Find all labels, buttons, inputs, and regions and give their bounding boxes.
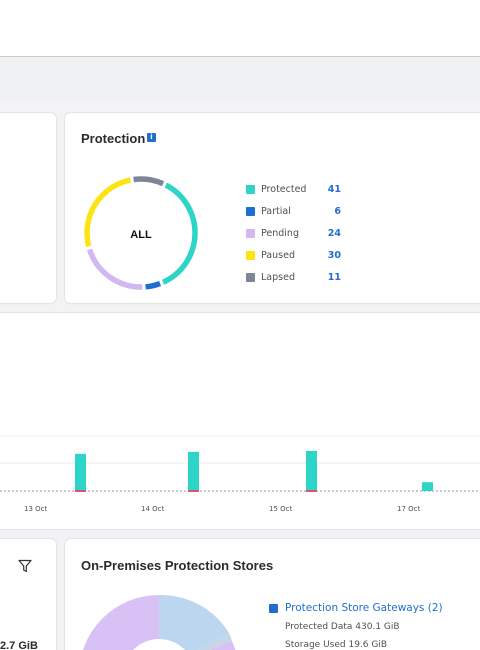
legend-label: Paused [261,250,295,261]
donut-segment-protected[interactable] [161,182,198,285]
legend-swatch [246,185,255,194]
activity-bar-chart[interactable]: 13 Oct 14 Oct 15 Oct 17 Oct [0,433,480,523]
activity-chart-card: 13 Oct 14 Oct 15 Oct 17 Oct [0,313,480,529]
legend-swatch [246,251,255,260]
legend-value[interactable]: 41 [327,184,341,195]
legend-value[interactable]: 6 [334,206,341,217]
storage-used-text: Storage Used 19.6 GiB [285,640,388,650]
bar-15-oct[interactable] [306,450,317,491]
protection-store-gateways-link[interactable]: Protection Store Gateways (2) [285,602,443,614]
donut-segment-paused[interactable] [84,177,132,247]
protected-data-text: Protected Data 430.1 GiB [285,622,400,632]
donut-segments [84,176,198,290]
donut-center-label: ALL [130,229,152,241]
onprem-title: On-Premises Protection Stores [81,558,274,573]
protection-legend: Protected 41 Partial 6 Pending 24 Paused… [246,183,356,293]
left-summary-card [0,113,56,303]
donut-slice-storage[interactable] [159,595,229,650]
donut-segment-partial[interactable] [145,280,162,290]
legend-label: Partial [261,206,291,217]
donut-segment-lapsed[interactable] [133,176,165,187]
legend-item-lapsed[interactable]: Lapsed 11 [246,271,356,293]
bar-13-oct[interactable] [75,453,86,491]
legend-label: Lapsed [261,272,295,283]
bar-14-oct[interactable] [188,451,199,491]
legend-swatch [246,229,255,238]
protection-card: Protection i ALL Protected 41 Partial 6 … [65,113,480,303]
protection-donut-chart[interactable]: ALL [79,171,203,295]
donut-segment-pending[interactable] [86,248,143,290]
x-tick-label: 17 Oct [397,505,420,513]
filter-icon[interactable] [18,559,32,573]
legend-value[interactable]: 11 [327,272,341,283]
bar-secondary-14-oct[interactable] [188,490,199,492]
legend-swatch [269,604,278,613]
bar-17-oct[interactable] [422,482,433,491]
x-tick-label: 15 Oct [269,505,292,513]
bar-secondary-15-oct[interactable] [306,490,317,492]
x-tick-label: 13 Oct [24,505,47,513]
on-premises-stores-card: On-Premises Protection Stores Protection… [65,539,480,650]
legend-item-paused[interactable]: Paused 30 [246,249,356,271]
info-icon[interactable]: i [147,133,156,142]
legend-item-partial[interactable]: Partial 6 [246,205,356,227]
legend-swatch [246,273,255,282]
bar-secondary-13-oct[interactable] [75,490,86,492]
top-header-bar [0,0,480,57]
legend-swatch [246,207,255,216]
left-capacity-card: 2.7 GiB [0,539,56,650]
donut-slice-protected[interactable] [79,595,159,650]
legend-item-protected[interactable]: Protected 41 [246,183,356,205]
protection-title: Protection [81,131,146,146]
x-tick-label: 14 Oct [141,505,164,513]
capacity-value: 2.7 GiB [0,640,38,650]
legend-item-pending[interactable]: Pending 24 [246,227,356,249]
donut-slice-small[interactable] [192,641,239,650]
sub-toolbar [0,57,480,101]
onprem-donut-chart[interactable] [79,595,239,650]
legend-label: Pending [261,228,299,239]
donut-slice-other[interactable] [189,633,232,650]
legend-value[interactable]: 30 [327,250,341,261]
legend-value[interactable]: 24 [327,228,341,239]
legend-label: Protected [261,184,307,195]
